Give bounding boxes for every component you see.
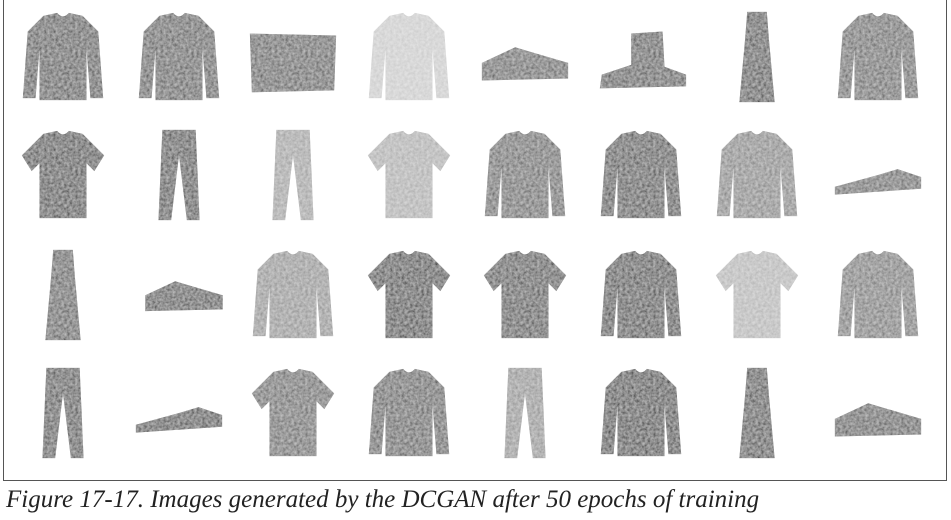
image-dress <box>739 368 774 458</box>
image-coat <box>601 251 681 338</box>
image-dress <box>45 250 80 340</box>
figure-caption: Figure 17-17. Images generated by the DC… <box>6 486 760 513</box>
image-pants <box>158 130 199 220</box>
image-bag <box>250 33 336 92</box>
image-pullover <box>717 131 797 218</box>
image-shirt <box>838 13 918 100</box>
image-sneaker <box>835 403 921 436</box>
image-sandal <box>136 407 222 432</box>
image-pullover <box>369 369 449 456</box>
image-pants <box>272 130 313 220</box>
image-boot <box>600 32 686 89</box>
image-sandal <box>835 169 921 194</box>
image-tshirt <box>484 251 566 338</box>
image-pants <box>42 368 83 458</box>
image-pullover <box>838 251 918 338</box>
image-pullover <box>601 369 681 456</box>
image-pullover <box>485 131 565 218</box>
image-pants <box>504 368 545 458</box>
image-shirt <box>716 251 798 338</box>
image-pullover <box>23 13 103 100</box>
figure-frame <box>3 0 947 481</box>
image-shirt <box>369 13 449 100</box>
image-sneaker <box>482 47 568 80</box>
image-tshirt <box>252 369 334 456</box>
image-sneaker <box>145 281 222 311</box>
image-pullover <box>253 251 333 338</box>
image-tshirt <box>368 131 450 218</box>
image-dress <box>739 12 774 102</box>
generated-images <box>0 0 951 482</box>
image-pullover <box>139 13 219 100</box>
image-tshirt <box>368 251 450 338</box>
image-coat <box>601 131 681 218</box>
image-tshirt <box>22 131 104 218</box>
